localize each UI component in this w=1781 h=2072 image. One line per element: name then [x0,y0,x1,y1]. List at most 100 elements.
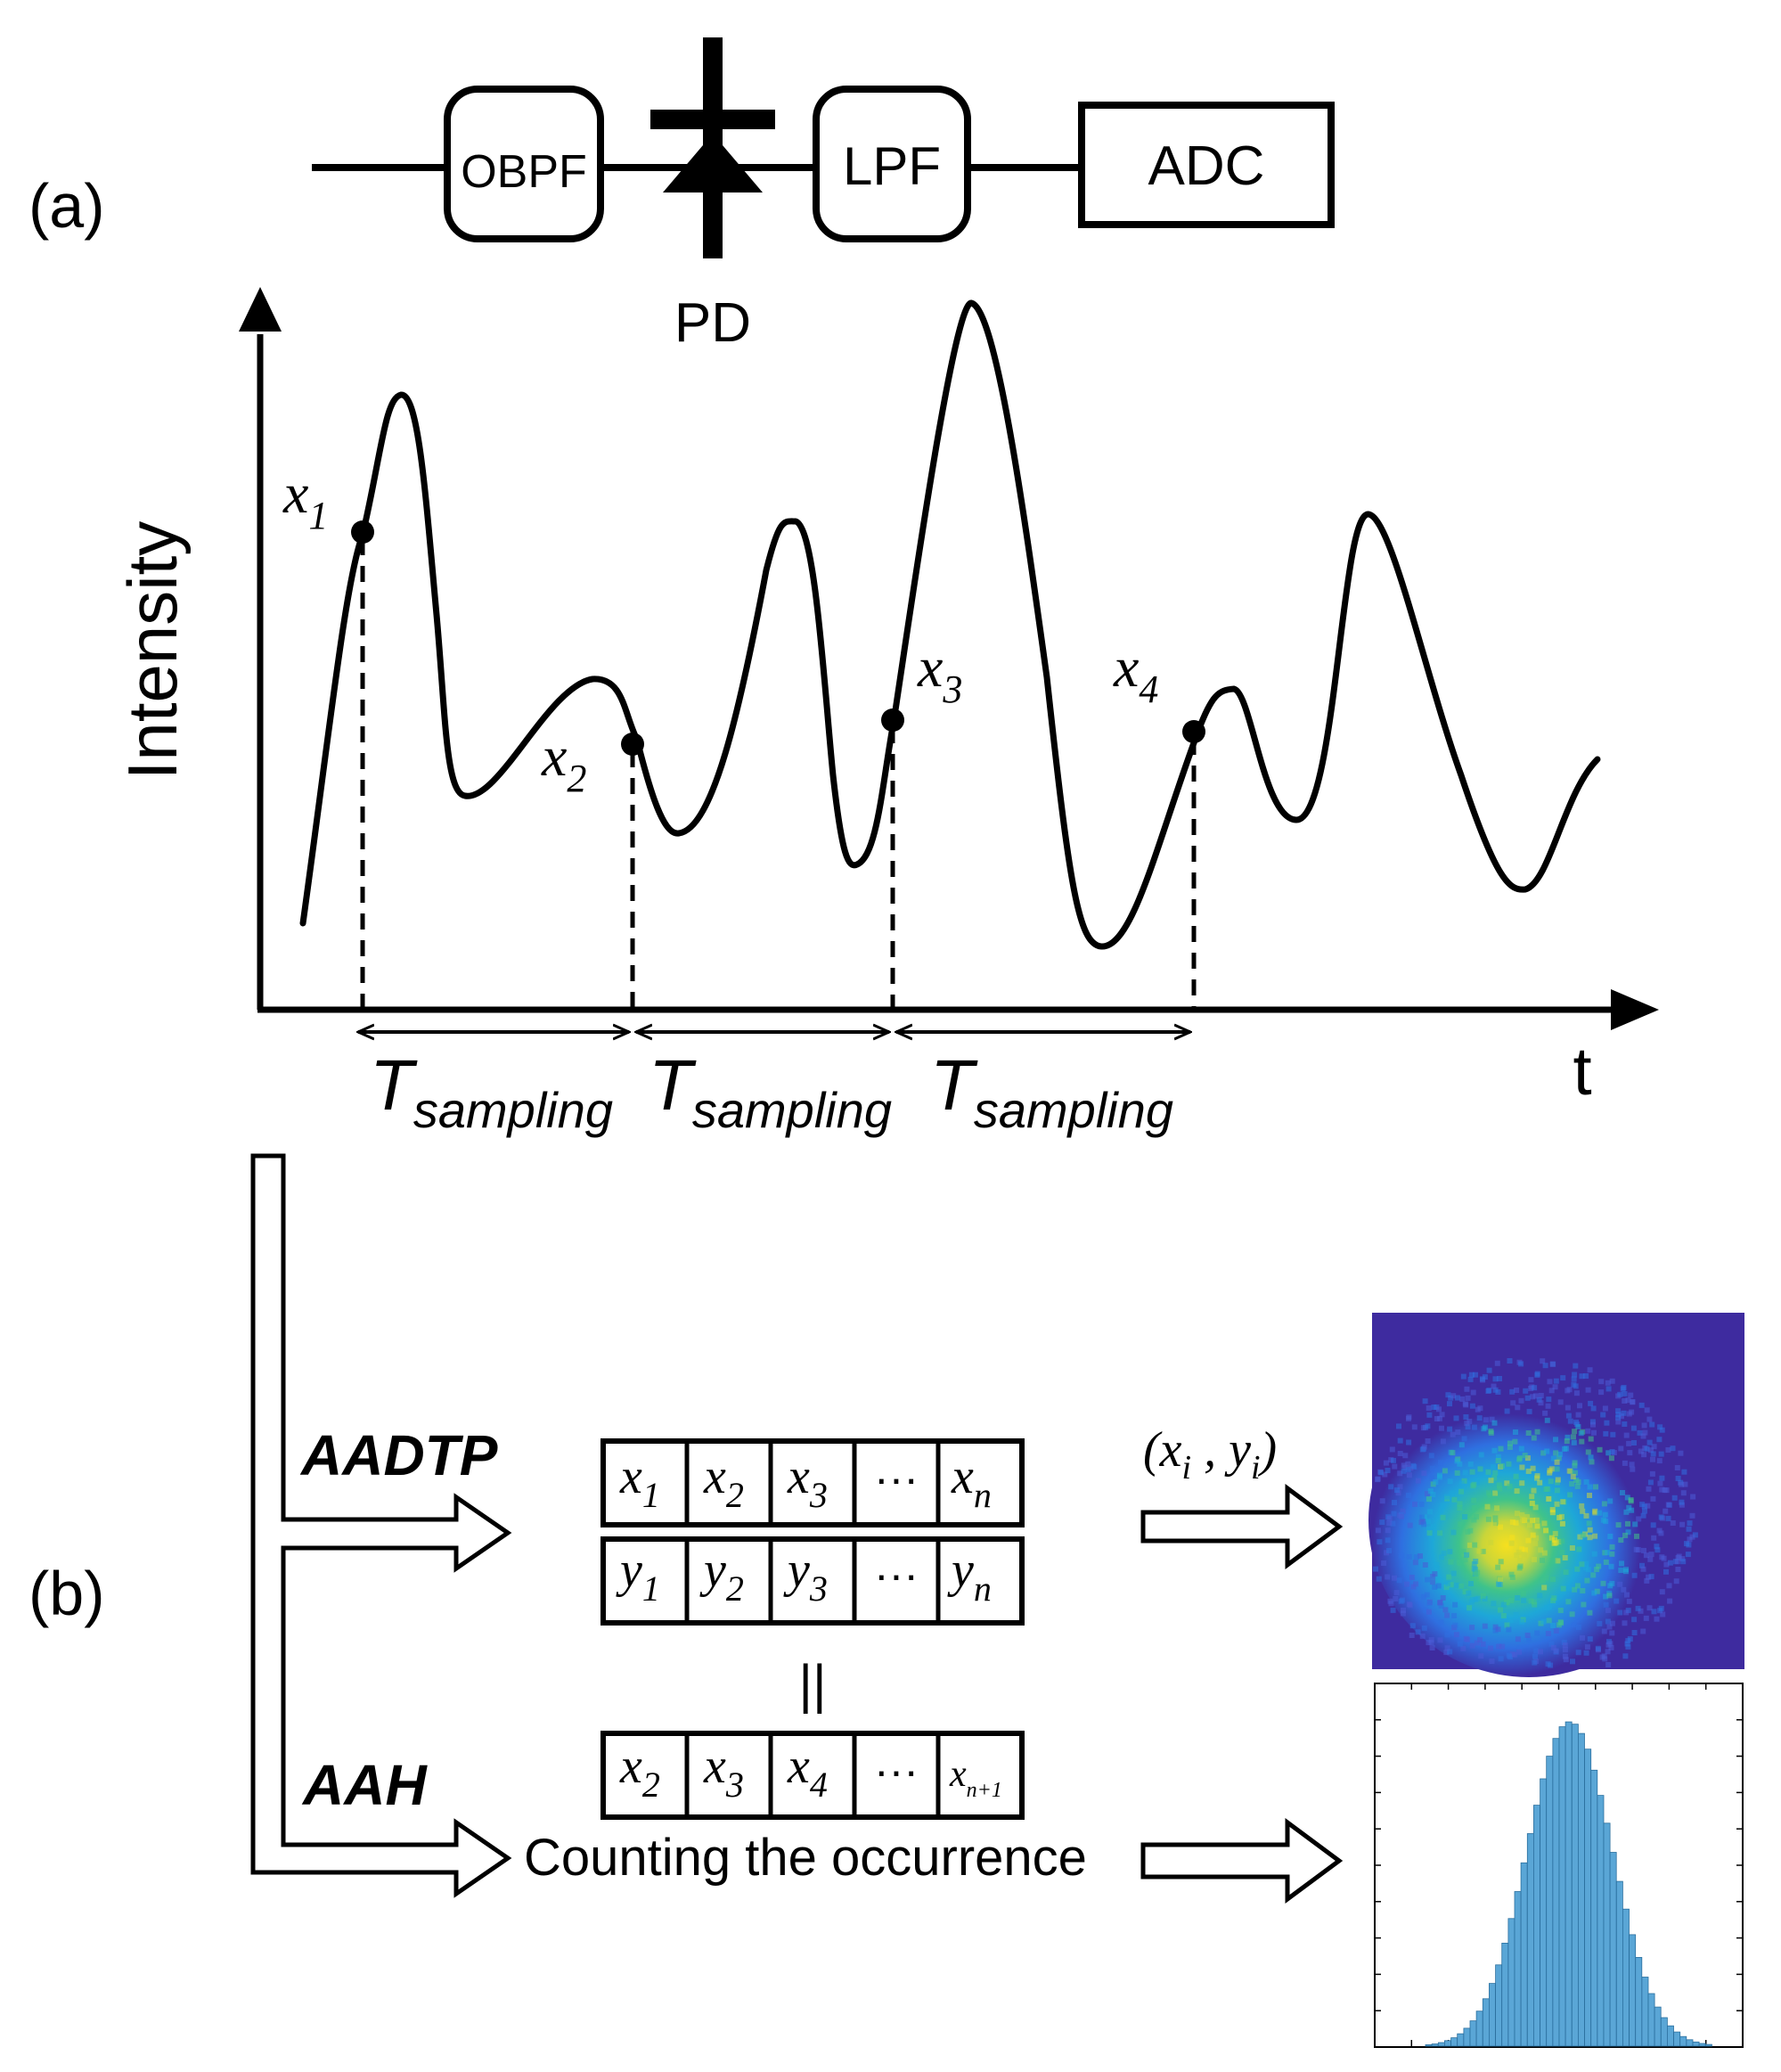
heatmap-pixel [1517,1558,1523,1564]
arrow-to-histogram [1140,1818,1344,1904]
heatmap-pixel [1667,1598,1673,1604]
heatmap-pixel [1656,1458,1663,1464]
heatmap-pixel [1569,1545,1575,1551]
heatmap-pixel [1675,1476,1681,1481]
heatmap-pixel [1460,1645,1466,1651]
heatmap-pixel [1412,1560,1418,1566]
heatmap-pixel [1528,1598,1534,1604]
panel-label-a: (a) [29,171,105,241]
heatmap-pixel [1601,1653,1607,1659]
heatmap-pixel [1605,1618,1611,1625]
lpf-block: LPF [813,86,971,242]
arrow-to-heatmap [1140,1484,1344,1569]
heatmap-pixel [1480,1641,1486,1647]
heatmap-pixel [1397,1484,1403,1490]
heatmap-pixel [1558,1513,1565,1519]
heatmap-pixel [1630,1399,1636,1405]
heatmap-pixel [1681,1469,1687,1475]
heatmap-pixel [1433,1479,1439,1485]
heatmap-pixel [1469,1403,1475,1409]
heatmap-pixel [1597,1620,1603,1626]
heatmap-pixel [1603,1519,1609,1525]
heatmap-pixel [1468,1581,1474,1586]
heatmap-pixel [1556,1538,1562,1544]
heatmap-pixel [1482,1596,1488,1602]
heatmap-pixel [1426,1412,1433,1418]
histogram-bar [1501,1942,1509,2047]
heatmap-pixel [1632,1521,1638,1527]
heatmap-pixel [1400,1508,1406,1514]
heatmap-pixel [1532,1393,1539,1399]
heatmap-pixel [1426,1405,1432,1411]
heatmap-pixel [1560,1499,1566,1505]
heatmap-pixel [1619,1560,1624,1567]
heatmap-pixel [1514,1388,1520,1393]
heatmap-pixel [1565,1599,1572,1605]
heatmap-pixel [1676,1553,1682,1560]
heatmap-pixel [1609,1544,1615,1550]
heatmap-pixel [1588,1400,1594,1406]
heatmap-pixel [1446,1574,1452,1580]
heatmap-pixel [1489,1658,1495,1665]
heatmap-pixel [1609,1378,1615,1384]
heatmap-pixel [1421,1521,1426,1527]
heatmap-pixel [1621,1586,1627,1593]
heatmap-pixel [1577,1403,1582,1409]
heatmap-pixel [1495,1454,1501,1460]
heatmap-pixel [1531,1435,1537,1441]
histogram-bar [1457,2033,1465,2047]
heatmap-pixel [1640,1628,1646,1634]
heatmap-pixel [1534,1429,1540,1435]
heatmap-pixel [1450,1393,1457,1399]
heatmap-pixel [1641,1547,1646,1553]
shift-cell: xn+1 [949,1754,1002,1802]
heatmap-pixel [1426,1609,1432,1615]
heatmap-pixel [1580,1588,1586,1593]
heatmap-pixel [1553,1378,1559,1384]
heatmap-pixel [1495,1389,1501,1395]
heatmap-pixel [1415,1478,1421,1484]
heatmap-pixel [1508,1571,1515,1577]
heatmap-pixel [1516,1649,1523,1655]
heatmap-pixel [1566,1585,1573,1592]
heatmap-pixel [1460,1548,1466,1554]
heatmap-pixel [1565,1434,1571,1440]
heatmap-pixel [1543,1527,1549,1534]
heatmap-pixel [1544,1417,1550,1423]
heatmap-pixel [1620,1386,1626,1392]
heatmap-pixel [1465,1529,1471,1535]
heatmap-pixel [1592,1533,1598,1539]
heatmap-pixel [1545,1403,1551,1409]
heatmap-pixel [1590,1572,1597,1578]
heatmap-pixel [1606,1624,1613,1630]
heatmap-pixel [1636,1516,1642,1522]
waveform-axes: Intensity t [113,287,1659,1110]
heatmap-pixel [1551,1595,1557,1601]
heatmap-pixel [1438,1619,1444,1626]
histogram-bar [1698,2043,1706,2047]
heatmap-pixel [1478,1452,1484,1458]
heatmap-pixel [1600,1412,1606,1418]
histogram-bar [1571,1724,1579,2047]
heatmap-pixel [1624,1495,1630,1501]
histogram-bar [1425,2043,1433,2047]
heatmap-pixel [1518,1397,1524,1404]
heatmap-pixel [1428,1453,1434,1459]
shift-cell-ellipsis: ··· [874,1746,919,1796]
heatmap-pixel [1596,1563,1602,1569]
histogram-bar [1629,1934,1637,2047]
heatmap-pixel [1626,1598,1632,1604]
heatmap-pixel [1518,1445,1524,1452]
heatmap-pixel [1426,1496,1432,1503]
histogram-bar [1431,2043,1439,2047]
heatmap-pixel [1618,1537,1624,1544]
heatmap-pixel [1458,1583,1465,1589]
heatmap-pixel [1524,1514,1530,1520]
heatmap-pixel [1570,1658,1575,1665]
heatmap-pixel [1492,1376,1499,1382]
heatmap-pixel [1529,1494,1535,1500]
histogram-bar [1622,1908,1630,2047]
heatmap-pixel [1617,1609,1623,1616]
heatmap-pixel [1516,1455,1523,1462]
heatmap-pixel [1381,1560,1387,1566]
